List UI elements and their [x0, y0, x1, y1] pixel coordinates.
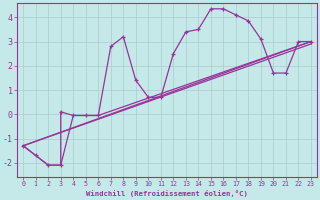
X-axis label: Windchill (Refroidissement éolien,°C): Windchill (Refroidissement éolien,°C) [86, 190, 248, 197]
